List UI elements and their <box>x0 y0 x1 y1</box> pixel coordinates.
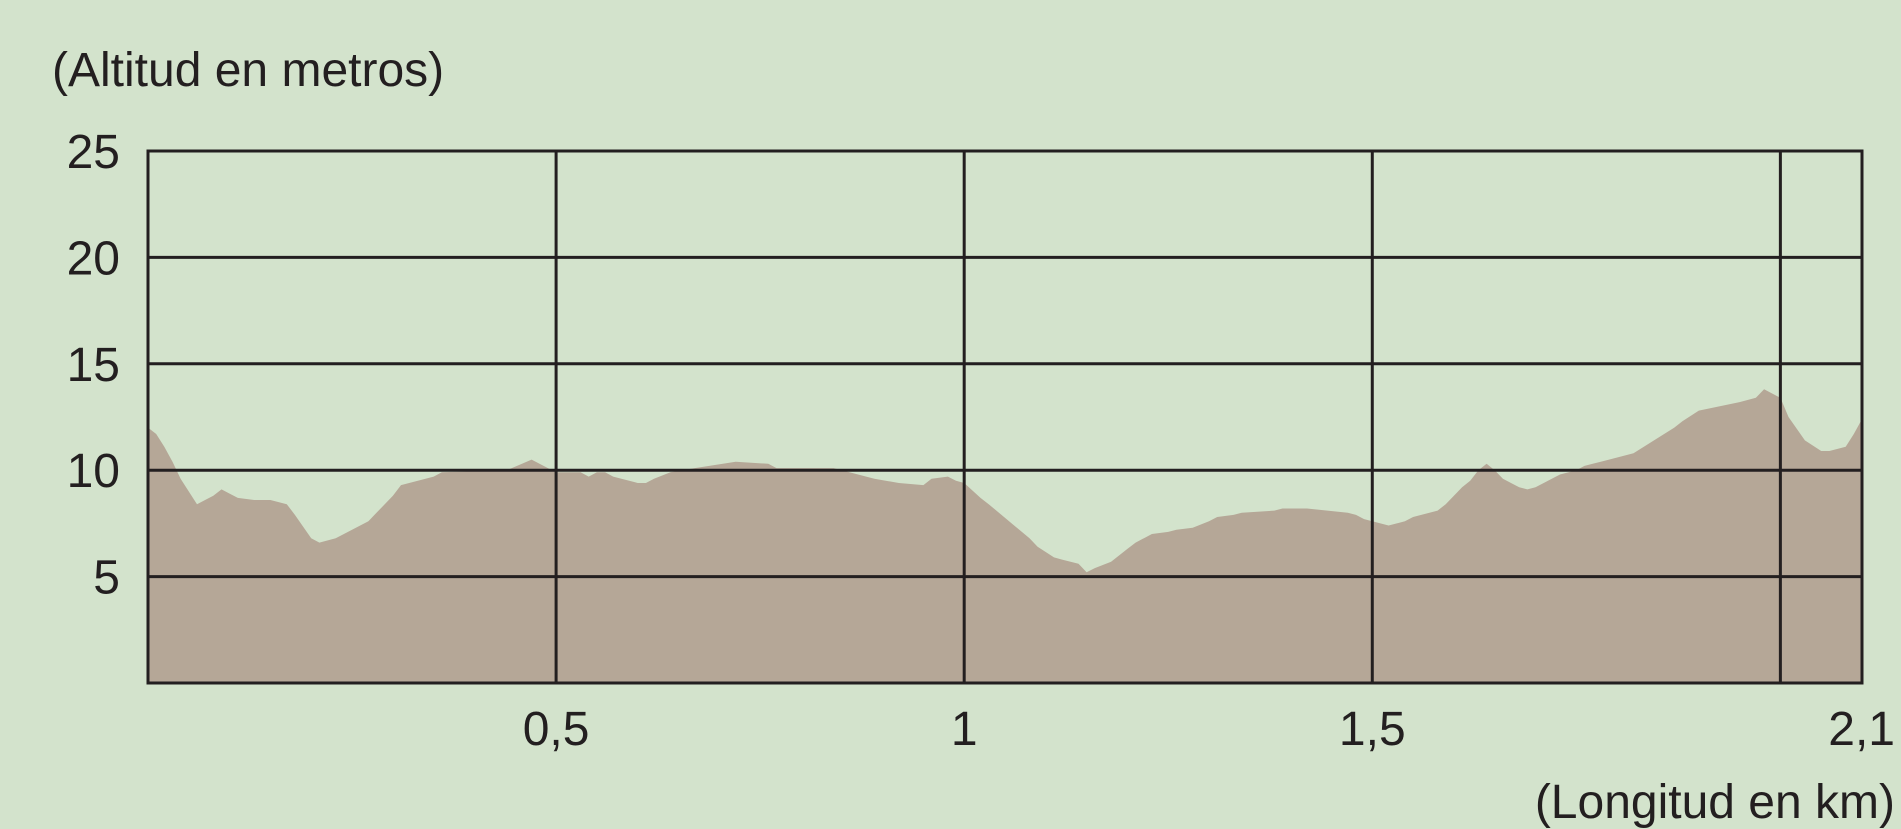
x-axis-label: (Longitud en km) <box>1535 776 1895 829</box>
y-tick-label: 5 <box>93 552 120 605</box>
x-tick-label: 1 <box>951 703 978 756</box>
x-tick-label: 1,5 <box>1339 703 1406 756</box>
y-tick-label: 15 <box>67 339 120 392</box>
y-tick-label: 20 <box>67 232 120 285</box>
y-axis-label: (Altitud en metros) <box>52 44 444 97</box>
gridlines <box>148 151 1862 683</box>
y-tick-label: 10 <box>67 445 120 498</box>
x-tick-label: 2,1 <box>1828 703 1895 756</box>
y-tick-labels: 5 10 15 20 25 <box>67 126 120 605</box>
elevation-area <box>148 389 1862 683</box>
plot-frame <box>146 149 1864 685</box>
x-tick-labels: 0,5 1 1,5 2,1 <box>523 703 1895 756</box>
y-tick-label: 25 <box>67 126 120 179</box>
x-tick-label: 0,5 <box>523 703 590 756</box>
